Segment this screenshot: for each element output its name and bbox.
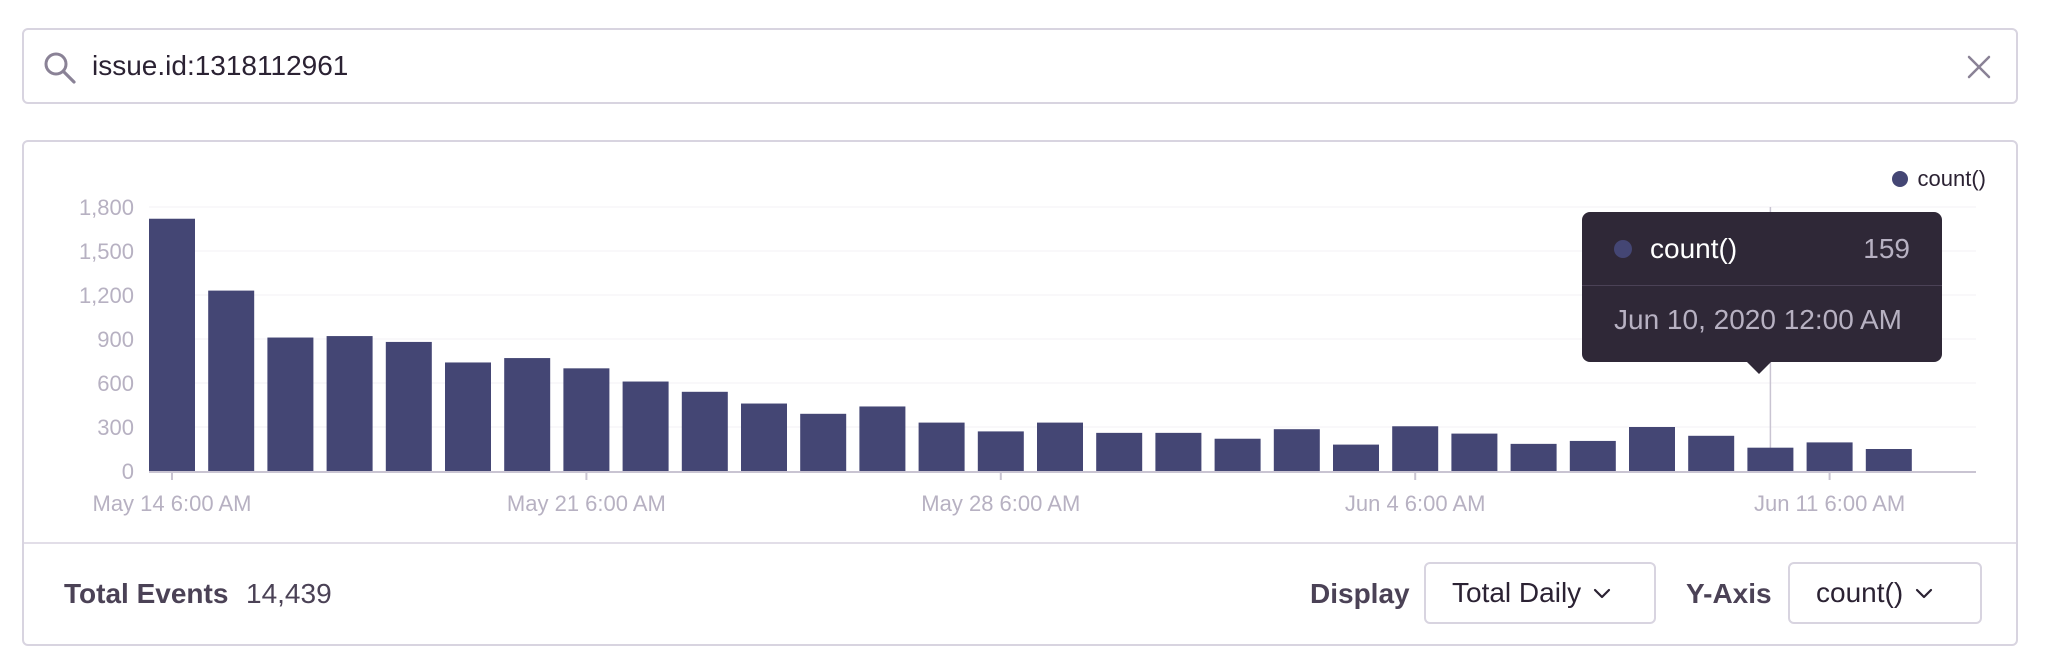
x-axis-tick-label: May 21 6:00 AM [507, 491, 666, 516]
display-dropdown[interactable]: Total Daily [1424, 562, 1656, 624]
chart-tooltip: count() 159 Jun 10, 2020 12:00 AM [1582, 212, 1942, 374]
y-axis-tick-label: 1,500 [79, 239, 134, 264]
chart-bar[interactable] [1037, 422, 1083, 471]
chevron-down-icon [1594, 588, 1611, 599]
chart-bar[interactable] [918, 422, 965, 471]
tooltip-series-value: 159 [1863, 232, 1910, 264]
x-axis-tick-label: Jun 11 6:00 AM [1754, 491, 1905, 516]
chart-bar[interactable] [859, 406, 906, 471]
chart-bar[interactable] [1096, 432, 1143, 471]
tooltip-series-name: count() [1650, 232, 1738, 264]
chart-area: 1,800 1,500 1,200 900 600 300 0 May 14 6:00 AM M… [24, 142, 2016, 542]
display-label: Display [1310, 578, 1410, 609]
tooltip-dot-icon [1614, 239, 1632, 258]
close-icon[interactable] [1964, 52, 1994, 82]
yaxis-dropdown-value: count() [1816, 577, 1904, 608]
chart-bar[interactable] [563, 368, 610, 471]
chart-bar[interactable] [385, 341, 432, 471]
chevron-down-icon [1916, 588, 1933, 599]
chart-bar[interactable] [1510, 443, 1557, 471]
search-bar[interactable] [22, 28, 2018, 104]
chart-bar[interactable] [1333, 444, 1379, 471]
search-icon [44, 52, 76, 84]
chart-bar[interactable] [504, 358, 551, 471]
chart-bar[interactable] [149, 218, 195, 471]
search-input[interactable] [88, 44, 1936, 88]
tooltip-date: Jun 10, 2020 12:00 AM [1614, 304, 1902, 335]
yaxis-dropdown[interactable]: count() [1788, 562, 1982, 624]
chart-bar[interactable] [977, 431, 1024, 471]
chart-footer: Total Events 14,439 Display Total Daily … [24, 542, 2016, 644]
y-axis-tick-label: 900 [97, 327, 134, 352]
y-axis-tick-label: 300 [97, 415, 134, 440]
total-events-label: Total Events [64, 578, 229, 609]
total-events-value: 14,439 [246, 578, 332, 609]
chart-legend[interactable]: count() [1891, 166, 1986, 192]
x-axis-tick-label: Jun 4 6:00 AM [1345, 491, 1486, 516]
legend-label: count() [1917, 166, 1986, 191]
chart-bar[interactable] [800, 413, 847, 471]
chart-bar[interactable] [1155, 432, 1202, 471]
chart-bar[interactable] [1747, 447, 1794, 471]
chart-bar[interactable] [326, 336, 373, 471]
chart-bar[interactable] [267, 337, 314, 471]
yaxis-label: Y-Axis [1686, 578, 1772, 609]
y-axis-tick-label: 600 [97, 371, 134, 396]
chart-bar[interactable] [741, 403, 787, 471]
chart-bar[interactable] [1569, 440, 1616, 471]
chart-bar[interactable] [1451, 433, 1498, 471]
legend-dot-icon [1891, 171, 1908, 187]
chart-bar[interactable] [1688, 435, 1735, 471]
y-axis-tick-label: 1,200 [79, 283, 134, 308]
chart-panel: 1,800 1,500 1,200 900 600 300 0 May 14 6:00 AM M… [22, 140, 2018, 646]
chart-bar[interactable] [208, 290, 255, 471]
chart-bar[interactable] [622, 381, 669, 471]
chart-bar[interactable] [681, 391, 728, 471]
tooltip-arrow [1747, 362, 1771, 374]
display-dropdown-value: Total Daily [1452, 577, 1582, 608]
x-axis-tick-label: May 14 6:00 AM [93, 491, 252, 516]
chart-bar[interactable] [445, 362, 491, 471]
y-axis-tick-label: 1,800 [79, 195, 134, 220]
tooltip-series-row: count() 159 [1582, 212, 1942, 286]
chart-bar[interactable] [1806, 442, 1853, 471]
chart-bar[interactable] [1214, 438, 1261, 471]
y-axis-tick-label: 0 [122, 459, 134, 484]
chart-bar[interactable] [1865, 449, 1912, 471]
chart-bar[interactable] [1392, 426, 1439, 471]
chart-bar[interactable] [1273, 429, 1320, 471]
x-axis-tick-label: May 28 6:00 AM [921, 491, 1080, 516]
events-bar-chart: 1,800 1,500 1,200 900 600 300 0 May 14 6:00 AM M… [79, 195, 1976, 516]
chart-bar[interactable] [1629, 427, 1675, 471]
